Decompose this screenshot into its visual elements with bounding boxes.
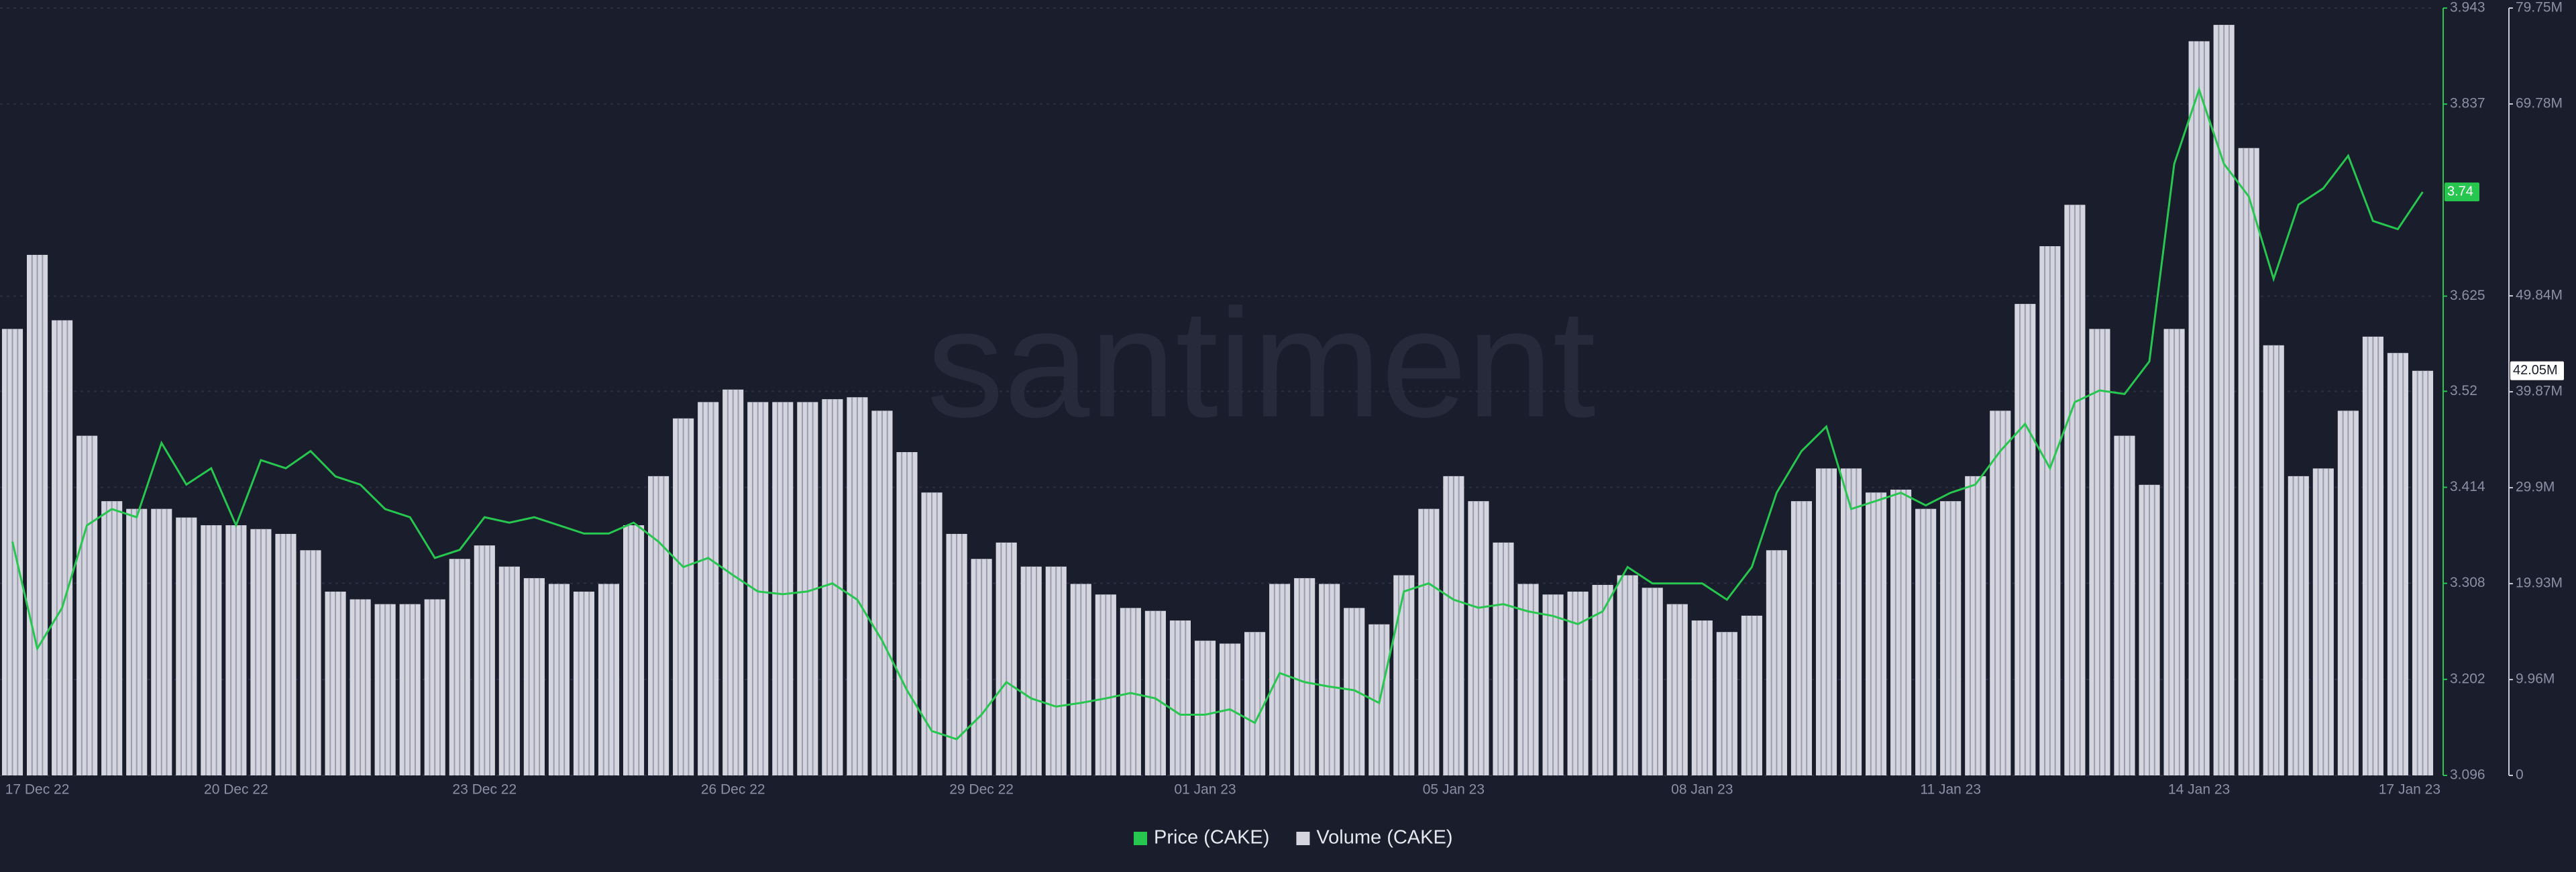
y2-tick-label: 69.78M bbox=[2516, 96, 2563, 111]
x-tick-label: 17 Jan 23 bbox=[2379, 782, 2440, 798]
y2-tick-label: 19.93M bbox=[2516, 576, 2563, 591]
y-tick-label: 3.943 bbox=[2450, 0, 2485, 15]
watermark: santiment bbox=[926, 277, 1595, 449]
legend-label: Price (CAKE) bbox=[1154, 827, 1269, 849]
legend-item: Volume (CAKE) bbox=[1296, 827, 1453, 849]
x-tick-label: 11 Jan 23 bbox=[1920, 782, 1981, 798]
x-tick-label: 05 Jan 23 bbox=[1423, 782, 1485, 798]
y-tick-label: 3.308 bbox=[2450, 575, 2485, 590]
last-value-badge bbox=[2510, 361, 2564, 380]
legend-swatch bbox=[1296, 832, 1310, 845]
y2-tick-label: 9.96M bbox=[2516, 671, 2555, 687]
y2-tick-label: 39.87M bbox=[2516, 384, 2563, 399]
y2-tick-label: 79.75M bbox=[2516, 0, 2563, 15]
last-value-badge bbox=[2445, 182, 2479, 202]
y-tick-label: 3.625 bbox=[2450, 288, 2485, 303]
x-tick-label: 20 Dec 22 bbox=[204, 782, 268, 798]
x-tick-label: 01 Jan 23 bbox=[1174, 782, 1236, 798]
y2-tick-label: 0 bbox=[2516, 767, 2524, 783]
y-tick-label: 3.414 bbox=[2450, 479, 2485, 494]
legend-item: Price (CAKE) bbox=[1134, 827, 1269, 849]
y-tick-label: 3.52 bbox=[2450, 383, 2477, 398]
last-value-label: 42.05M bbox=[2513, 363, 2558, 378]
last-value-label: 3.74 bbox=[2447, 184, 2473, 199]
legend-label: Volume (CAKE) bbox=[1316, 827, 1452, 849]
x-tick-label: 08 Jan 23 bbox=[1671, 782, 1733, 798]
legend-swatch bbox=[1134, 832, 1147, 845]
y2-tick-label: 29.9M bbox=[2516, 480, 2555, 495]
x-tick-label: 17 Dec 22 bbox=[5, 782, 70, 798]
x-tick-label: 26 Dec 22 bbox=[701, 782, 765, 798]
x-tick-label: 14 Jan 23 bbox=[2168, 782, 2230, 798]
price-line bbox=[11, 86, 2424, 741]
x-tick-label: 29 Dec 22 bbox=[949, 782, 1014, 798]
y2-tick-label: 49.84M bbox=[2516, 288, 2563, 303]
y-tick-label: 3.096 bbox=[2450, 767, 2485, 783]
y-tick-label: 3.202 bbox=[2450, 671, 2485, 686]
y-tick-label: 3.837 bbox=[2450, 96, 2485, 111]
x-tick-label: 23 Dec 22 bbox=[452, 782, 517, 798]
